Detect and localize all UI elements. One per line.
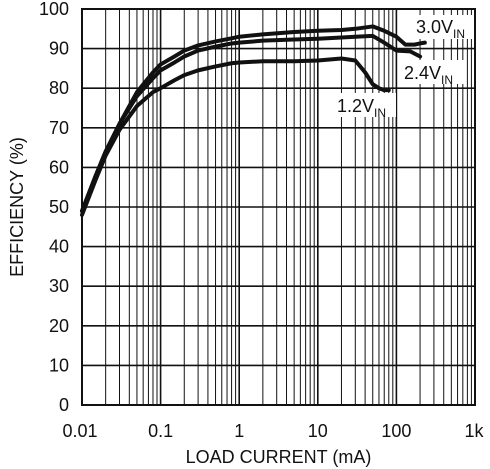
y-tick-label: 80 (49, 78, 69, 98)
y-tick-label: 0 (59, 395, 69, 415)
y-tick-label: 50 (49, 197, 69, 217)
series-label-series-12v: 1.2VIN (337, 96, 386, 120)
series-label-main: 2.4V (404, 63, 441, 83)
y-tick-label: 30 (49, 276, 69, 296)
series-label-background-series-24v (401, 60, 465, 84)
y-tick-label: 20 (49, 316, 69, 336)
series-label-series-3v: 3.0VIN (416, 17, 465, 41)
y-axis-label: EFFICIENCY (%) (7, 137, 27, 277)
series-label-subscript: IN (374, 106, 386, 120)
x-tick-label: 100 (381, 421, 411, 441)
label-layer: LOAD CURRENT (mA) EFFICIENCY (%) 3.0VIN2… (7, 15, 472, 467)
y-tick-label: 40 (49, 237, 69, 257)
y-tick-label: 60 (49, 157, 69, 177)
series-label-subscript: IN (441, 73, 453, 87)
series-label-main: 1.2V (337, 96, 374, 116)
y-tick-label: 90 (49, 39, 69, 59)
series-label-main: 3.0V (416, 17, 453, 37)
series-label-series-24v: 2.4VIN (404, 63, 453, 87)
x-tick-label: 1k (464, 421, 484, 441)
x-axis-label: LOAD CURRENT (mA) (186, 447, 372, 467)
y-tick-label: 70 (49, 118, 69, 138)
series-label-background-series-3v (414, 15, 472, 39)
series-line-series-12v (80, 56, 391, 217)
series-line-series-24v (80, 33, 423, 213)
x-tick-label: 1 (234, 421, 244, 441)
tick-layer: 0 10 20 30 40 50 60 70 80 90 100 0.01 0.1 1 10 100 1k (39, 0, 485, 441)
y-tick-label: 10 (49, 355, 69, 375)
x-tick-label: 10 (308, 421, 328, 441)
x-tick-label: 0.1 (148, 421, 173, 441)
y-tick-label: 100 (39, 0, 69, 19)
series-label-subscript: IN (453, 27, 465, 41)
series-layer (80, 24, 427, 217)
series-line-series-3v (80, 24, 427, 213)
x-tick-label: 0.01 (62, 421, 97, 441)
series-label-background-series-12v (334, 93, 396, 117)
